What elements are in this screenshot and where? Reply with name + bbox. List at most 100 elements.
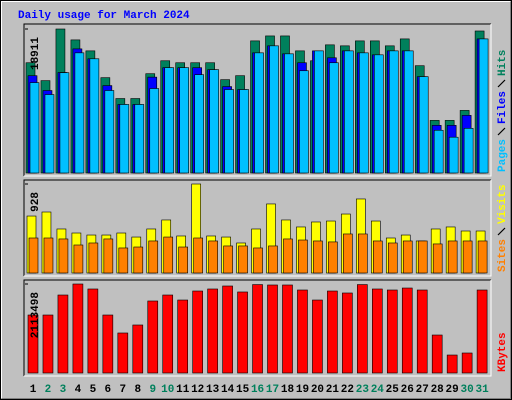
bar <box>252 284 263 374</box>
x-tick-label: 28 <box>431 384 445 396</box>
x-tick-label: 19 <box>296 384 309 396</box>
bar <box>372 288 383 374</box>
x-tick-label: 22 <box>341 384 354 396</box>
bar <box>313 240 323 274</box>
bar <box>448 136 459 174</box>
x-tick-label: 3 <box>60 384 67 396</box>
bar <box>462 240 473 274</box>
bar <box>43 237 54 274</box>
x-tick-label: 25 <box>386 384 400 396</box>
bar <box>118 247 129 274</box>
bar <box>44 94 55 174</box>
bar <box>42 314 54 374</box>
bar <box>329 62 339 174</box>
bar <box>298 239 308 274</box>
bar <box>327 290 338 374</box>
bar <box>387 242 398 274</box>
bar <box>267 284 278 374</box>
bar <box>27 314 39 374</box>
bar <box>284 53 294 174</box>
y-tick-label: 18911 <box>30 37 42 70</box>
bar <box>269 45 279 174</box>
y-tick-label: 2113498 <box>30 292 42 339</box>
bar <box>192 290 203 374</box>
x-tick-label: 15 <box>236 384 250 396</box>
bar <box>373 240 383 274</box>
bar <box>148 240 159 274</box>
bar <box>88 242 99 274</box>
legend-separator <box>497 127 506 136</box>
panel-edge-light <box>24 280 492 377</box>
bar <box>237 291 248 374</box>
x-tick-label: 26 <box>401 384 414 396</box>
bar <box>57 294 69 374</box>
bar <box>388 50 399 174</box>
panel-edge-dark <box>23 23 491 176</box>
bar <box>268 245 278 274</box>
bar <box>386 289 398 374</box>
legend-separator <box>497 79 506 88</box>
bar <box>418 76 429 174</box>
bar <box>147 300 159 374</box>
bar <box>179 67 189 174</box>
y-tick-label: 928 <box>30 192 42 212</box>
bar <box>282 284 293 374</box>
bar <box>359 52 369 174</box>
bar <box>72 283 84 374</box>
bar <box>328 241 338 274</box>
bar <box>402 240 413 274</box>
bar <box>401 287 413 374</box>
x-tick-label: 14 <box>221 384 235 396</box>
bar <box>461 352 473 374</box>
bar <box>417 240 428 274</box>
bar <box>134 104 145 174</box>
bar <box>374 54 384 174</box>
bar <box>103 238 114 274</box>
bar <box>89 58 100 174</box>
bar <box>178 246 188 274</box>
bar <box>432 243 443 274</box>
bar <box>104 90 115 174</box>
legend-label: Files <box>497 91 509 124</box>
x-tick-label: 10 <box>161 384 174 396</box>
x-tick-label: 11 <box>176 384 190 396</box>
bar <box>403 50 414 174</box>
bar <box>162 294 174 374</box>
panel-edge-light <box>24 24 492 177</box>
bar <box>193 237 203 274</box>
legend-label: Sites <box>497 239 509 272</box>
bar <box>209 69 219 174</box>
bar <box>283 238 293 274</box>
bar <box>73 244 84 274</box>
x-tick-label: 27 <box>416 384 429 396</box>
bar <box>163 236 174 274</box>
legend-label: KBytes <box>497 332 509 372</box>
bar <box>58 238 69 274</box>
bar <box>299 70 309 174</box>
bar <box>253 247 263 274</box>
panel-edge-dark <box>23 179 491 276</box>
x-tick-label: 21 <box>326 384 340 396</box>
bar <box>342 292 353 374</box>
x-tick-label: 16 <box>251 384 264 396</box>
bar <box>194 74 204 174</box>
chart-title: Daily usage for March 2024 <box>18 10 190 22</box>
legend-label: Visits <box>497 184 509 224</box>
x-tick-label: 9 <box>149 384 156 396</box>
bar <box>433 129 444 174</box>
bar <box>357 284 368 374</box>
bar <box>222 285 233 374</box>
legend-label: Hits <box>497 50 509 76</box>
bar <box>477 240 488 274</box>
x-tick-label: 20 <box>311 384 324 396</box>
bar <box>447 240 458 274</box>
bar <box>431 334 443 374</box>
bar <box>446 354 458 374</box>
bar <box>132 324 144 374</box>
bar <box>208 240 218 274</box>
bar <box>254 52 264 174</box>
x-tick-label: 29 <box>446 384 459 396</box>
bar <box>238 245 248 274</box>
